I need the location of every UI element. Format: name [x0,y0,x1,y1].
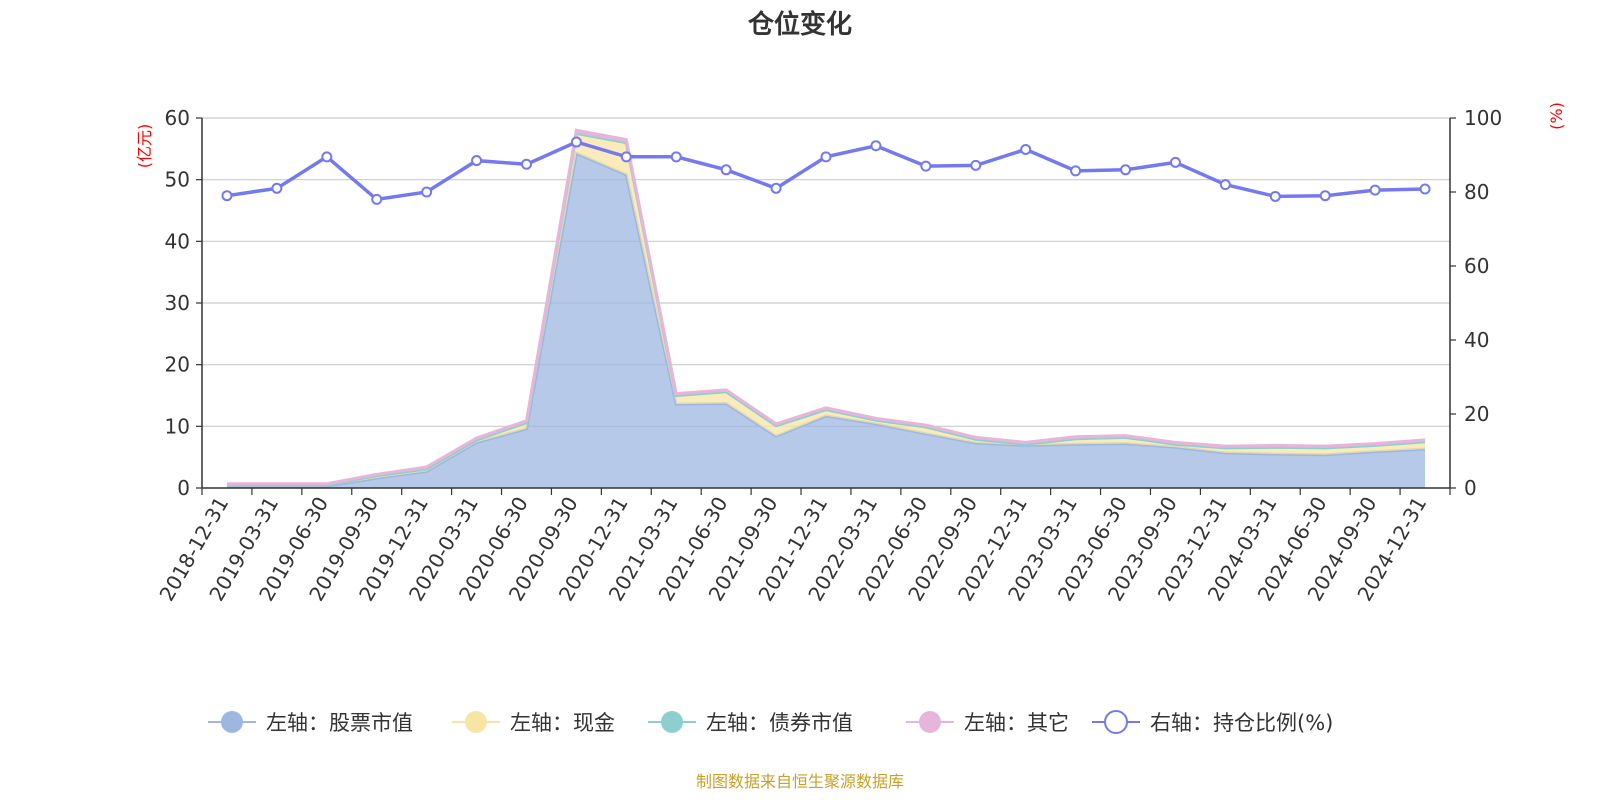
left-tick-label: 0 [177,476,190,500]
ratio-point [1369,184,1381,196]
axes: 0 10 20 30 40 50 60 0 20 40 60 80 100 [165,106,1503,500]
ratio-point [1070,165,1082,177]
ratio-point [970,159,982,171]
area-edge-3 [227,128,1426,486]
ratio-line-path [226,140,1426,202]
ratio-point [770,182,782,194]
ratio-line [221,136,1431,205]
ratio-point [820,151,832,163]
ratio-point [1020,143,1032,155]
area-1 [227,133,1425,487]
legend[interactable]: 左轴：股票市值 左轴：现金 左轴：债券市值 左轴：其它 右轴：持仓比例(%) [208,710,1333,735]
legend-marker [1104,710,1128,734]
left-tick-label: 60 [165,106,190,130]
ratio-point [271,182,283,194]
right-axis-unit: (%) [1547,102,1566,130]
left-tick-label: 20 [165,353,190,377]
left-tick-label: 50 [165,168,190,192]
legend-label: 右轴：持仓比例(%) [1150,711,1333,735]
grid [202,117,1450,427]
legend-label: 左轴：股票市值 [266,711,413,735]
legend-item[interactable]: 左轴：债券市值 [648,711,853,735]
legend-marker [661,711,683,733]
area-layers [227,128,1426,488]
right-tick-label: 80 [1464,180,1489,204]
ratio-point [421,186,433,198]
ratio-point [471,155,483,167]
left-tick-label: 30 [165,291,190,315]
left-tick-label: 10 [165,414,190,438]
left-tick-label: 40 [165,229,190,253]
right-tick-label: 20 [1464,402,1489,426]
legend-item[interactable]: 左轴：现金 [452,711,615,735]
right-tick-label: 100 [1464,106,1502,130]
legend-item[interactable]: 右轴：持仓比例(%) [1092,710,1333,735]
ratio-point [1219,179,1231,191]
right-tick-label: 60 [1464,254,1489,278]
legend-marker [221,711,243,733]
legend-label: 左轴：债券市值 [706,711,853,735]
right-tick-label: 40 [1464,328,1489,352]
ratio-point [221,190,233,202]
legend-item[interactable]: 左轴：股票市值 [208,711,413,735]
ratio-point [520,158,532,170]
ratio-point [720,164,732,176]
ratio-point [1419,183,1431,195]
ratio-point [1269,190,1281,202]
legend-label: 左轴：现金 [510,711,615,735]
legend-marker [465,711,487,733]
chart-title: 仓位变化 [747,9,852,40]
ratio-point [920,160,932,172]
legend-marker [919,711,941,733]
ratio-point [1319,190,1331,202]
area-0 [227,153,1425,488]
right-tick-label: 0 [1464,476,1477,500]
ratio-point [570,136,582,148]
ratio-point [870,140,882,152]
source-note: 制图数据来自恒生聚源数据库 [696,772,904,791]
ratio-point [670,151,682,163]
left-axis-unit: (亿元) [135,124,154,169]
ratio-point [321,151,333,163]
legend-label: 左轴：其它 [964,711,1069,735]
ratio-point [620,151,632,163]
ratio-point [1120,164,1132,176]
x-axis-ticks: 2018-12-312019-03-312019-06-302019-09-30… [154,488,1451,605]
ratio-point [1169,156,1181,168]
legend-item[interactable]: 左轴：其它 [906,711,1069,735]
ratio-point [371,193,383,205]
